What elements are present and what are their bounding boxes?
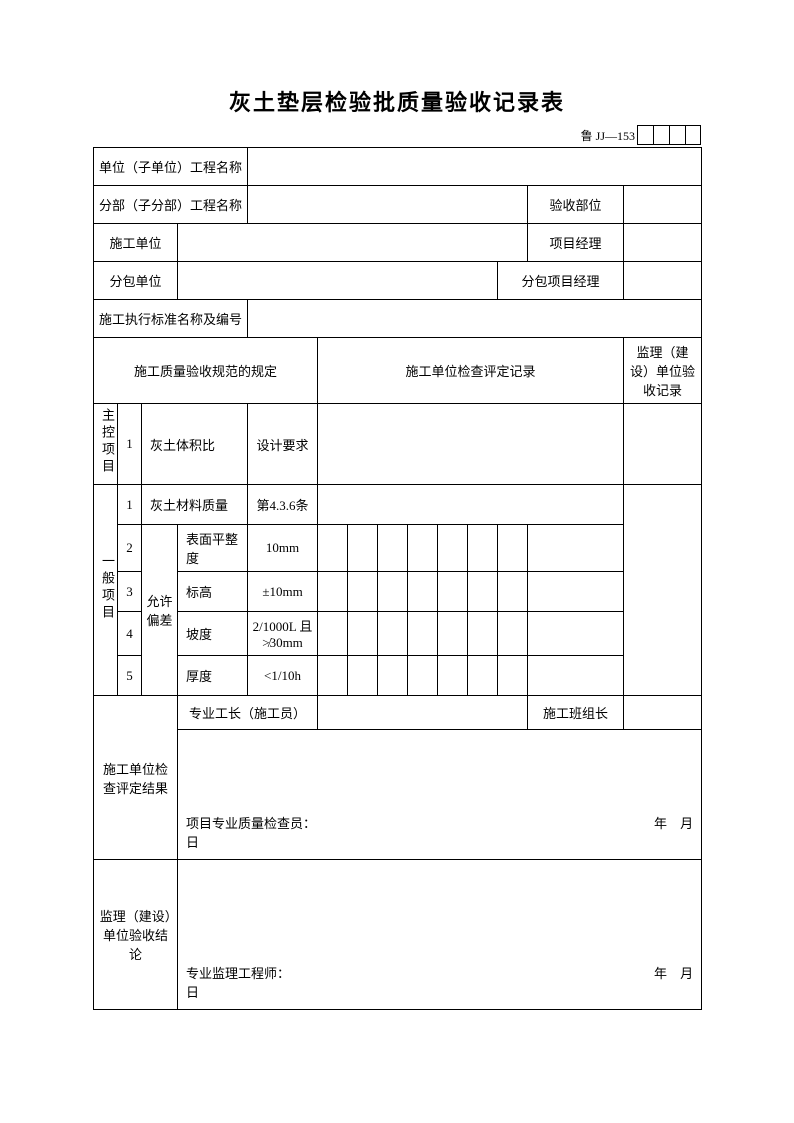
g5-c5 xyxy=(438,656,468,696)
g5-c4 xyxy=(408,656,438,696)
g2-num: 2 xyxy=(118,525,142,572)
subcontract-unit-label: 分包单位 xyxy=(94,262,178,300)
g4-c2 xyxy=(348,612,378,656)
g5-c6 xyxy=(468,656,498,696)
g5-c1 xyxy=(318,656,348,696)
mc-accept xyxy=(624,404,702,485)
date-d: 日 xyxy=(186,832,693,851)
g1-req: 第4.3.6条 xyxy=(248,485,318,525)
date-d-2: 日 xyxy=(186,982,693,1001)
g4-c4 xyxy=(408,612,438,656)
general-label: 一般项目 xyxy=(94,485,118,696)
g3-c4 xyxy=(408,572,438,612)
g2-c3 xyxy=(378,525,408,572)
standard-label: 施工执行标准名称及编号 xyxy=(94,300,248,338)
section-project-value xyxy=(248,186,528,224)
date-ym: 年 月 xyxy=(654,813,693,832)
g2-c7 xyxy=(498,525,528,572)
code-box xyxy=(637,125,653,145)
g4-num: 4 xyxy=(118,612,142,656)
unit-project-label: 单位（子单位）工程名称 xyxy=(94,148,248,186)
section-project-label: 分部（子分部）工程名称 xyxy=(94,186,248,224)
mc-req: 设计要求 xyxy=(248,404,318,485)
g5-c7 xyxy=(498,656,528,696)
code-box xyxy=(653,125,669,145)
team-leader-value xyxy=(624,696,702,730)
subcontract-manager-value xyxy=(624,262,702,300)
mc-num: 1 xyxy=(118,404,142,485)
g4-c3 xyxy=(378,612,408,656)
g5-c8 xyxy=(528,656,624,696)
supervision-engineer-label: 专业监理工程师： xyxy=(186,963,290,982)
g5-item: 厚度 xyxy=(178,656,248,696)
g2-c2 xyxy=(348,525,378,572)
mc-item: 灰土体积比 xyxy=(142,404,248,485)
g4-req: 2/1000L 且≯30mm xyxy=(248,612,318,656)
code-boxes xyxy=(637,125,701,145)
main-control-label: 主控项目 xyxy=(94,404,118,485)
g5-c3 xyxy=(378,656,408,696)
construction-unit-value xyxy=(178,224,528,262)
g1-num: 1 xyxy=(118,485,142,525)
g5-req: <1/10h xyxy=(248,656,318,696)
g3-c7 xyxy=(498,572,528,612)
subcontract-unit-value xyxy=(178,262,498,300)
g5-num: 5 xyxy=(118,656,142,696)
date-ym-2: 年 月 xyxy=(654,963,693,982)
g2-c1 xyxy=(318,525,348,572)
form-code: 鲁 JJ—153 xyxy=(581,127,635,144)
code-box xyxy=(685,125,701,145)
foreman-label: 专业工长（施工员） xyxy=(178,696,318,730)
check-result-label: 施工单位检查评定结果 xyxy=(94,696,178,860)
supervision-body: 专业监理工程师： 年 月 日 xyxy=(178,860,702,1010)
col-header-1: 施工质量验收规范的规定 xyxy=(94,338,318,404)
foreman-value xyxy=(318,696,528,730)
code-box xyxy=(669,125,685,145)
g3-num: 3 xyxy=(118,572,142,612)
g1-item: 灰土材料质量 xyxy=(142,485,248,525)
g2-c4 xyxy=(408,525,438,572)
unit-project-value xyxy=(248,148,702,186)
project-manager-value xyxy=(624,224,702,262)
subcontract-manager-label: 分包项目经理 xyxy=(498,262,624,300)
g3-c6 xyxy=(468,572,498,612)
g1-check xyxy=(318,485,624,525)
g4-c5 xyxy=(438,612,468,656)
standard-value xyxy=(248,300,702,338)
g3-c2 xyxy=(348,572,378,612)
page-title: 灰土垫层检验批质量验收记录表 xyxy=(93,85,701,117)
g3-item: 标高 xyxy=(178,572,248,612)
mc-check xyxy=(318,404,624,485)
g2-c6 xyxy=(468,525,498,572)
g4-item: 坡度 xyxy=(178,612,248,656)
g4-c1 xyxy=(318,612,348,656)
project-manager-label: 项目经理 xyxy=(528,224,624,262)
g3-c5 xyxy=(438,572,468,612)
team-leader-label: 施工班组长 xyxy=(528,696,624,730)
check-result-body: 项目专业质量检查员： 年 月 日 xyxy=(178,730,702,860)
g3-c1 xyxy=(318,572,348,612)
g3-c8 xyxy=(528,572,624,612)
acceptance-part-value xyxy=(624,186,702,224)
form-code-row: 鲁 JJ—153 xyxy=(93,127,701,147)
supervision-label: 监理（建设）单位验收结论 xyxy=(94,860,178,1010)
quality-inspector-label: 项目专业质量检查员： xyxy=(186,813,316,832)
g2-item: 表面平整度 xyxy=(178,525,248,572)
acceptance-part-label: 验收部位 xyxy=(528,186,624,224)
g4-c8 xyxy=(528,612,624,656)
g3-c3 xyxy=(378,572,408,612)
g2-c8 xyxy=(528,525,624,572)
deviation-label: 允许偏差 xyxy=(142,525,178,696)
g4-c6 xyxy=(468,612,498,656)
g4-c7 xyxy=(498,612,528,656)
g5-c2 xyxy=(348,656,378,696)
col-header-2: 施工单位检查评定记录 xyxy=(318,338,624,404)
g3-req: ±10mm xyxy=(248,572,318,612)
main-table: 单位（子单位）工程名称 分部（子分部）工程名称 验收部位 施工单位 项目经理 分… xyxy=(93,147,702,1010)
construction-unit-label: 施工单位 xyxy=(94,224,178,262)
g2-req: 10mm xyxy=(248,525,318,572)
g2-c5 xyxy=(438,525,468,572)
g-accept xyxy=(624,485,702,696)
col-header-3: 监理（建设）单位验收记录 xyxy=(624,338,702,404)
